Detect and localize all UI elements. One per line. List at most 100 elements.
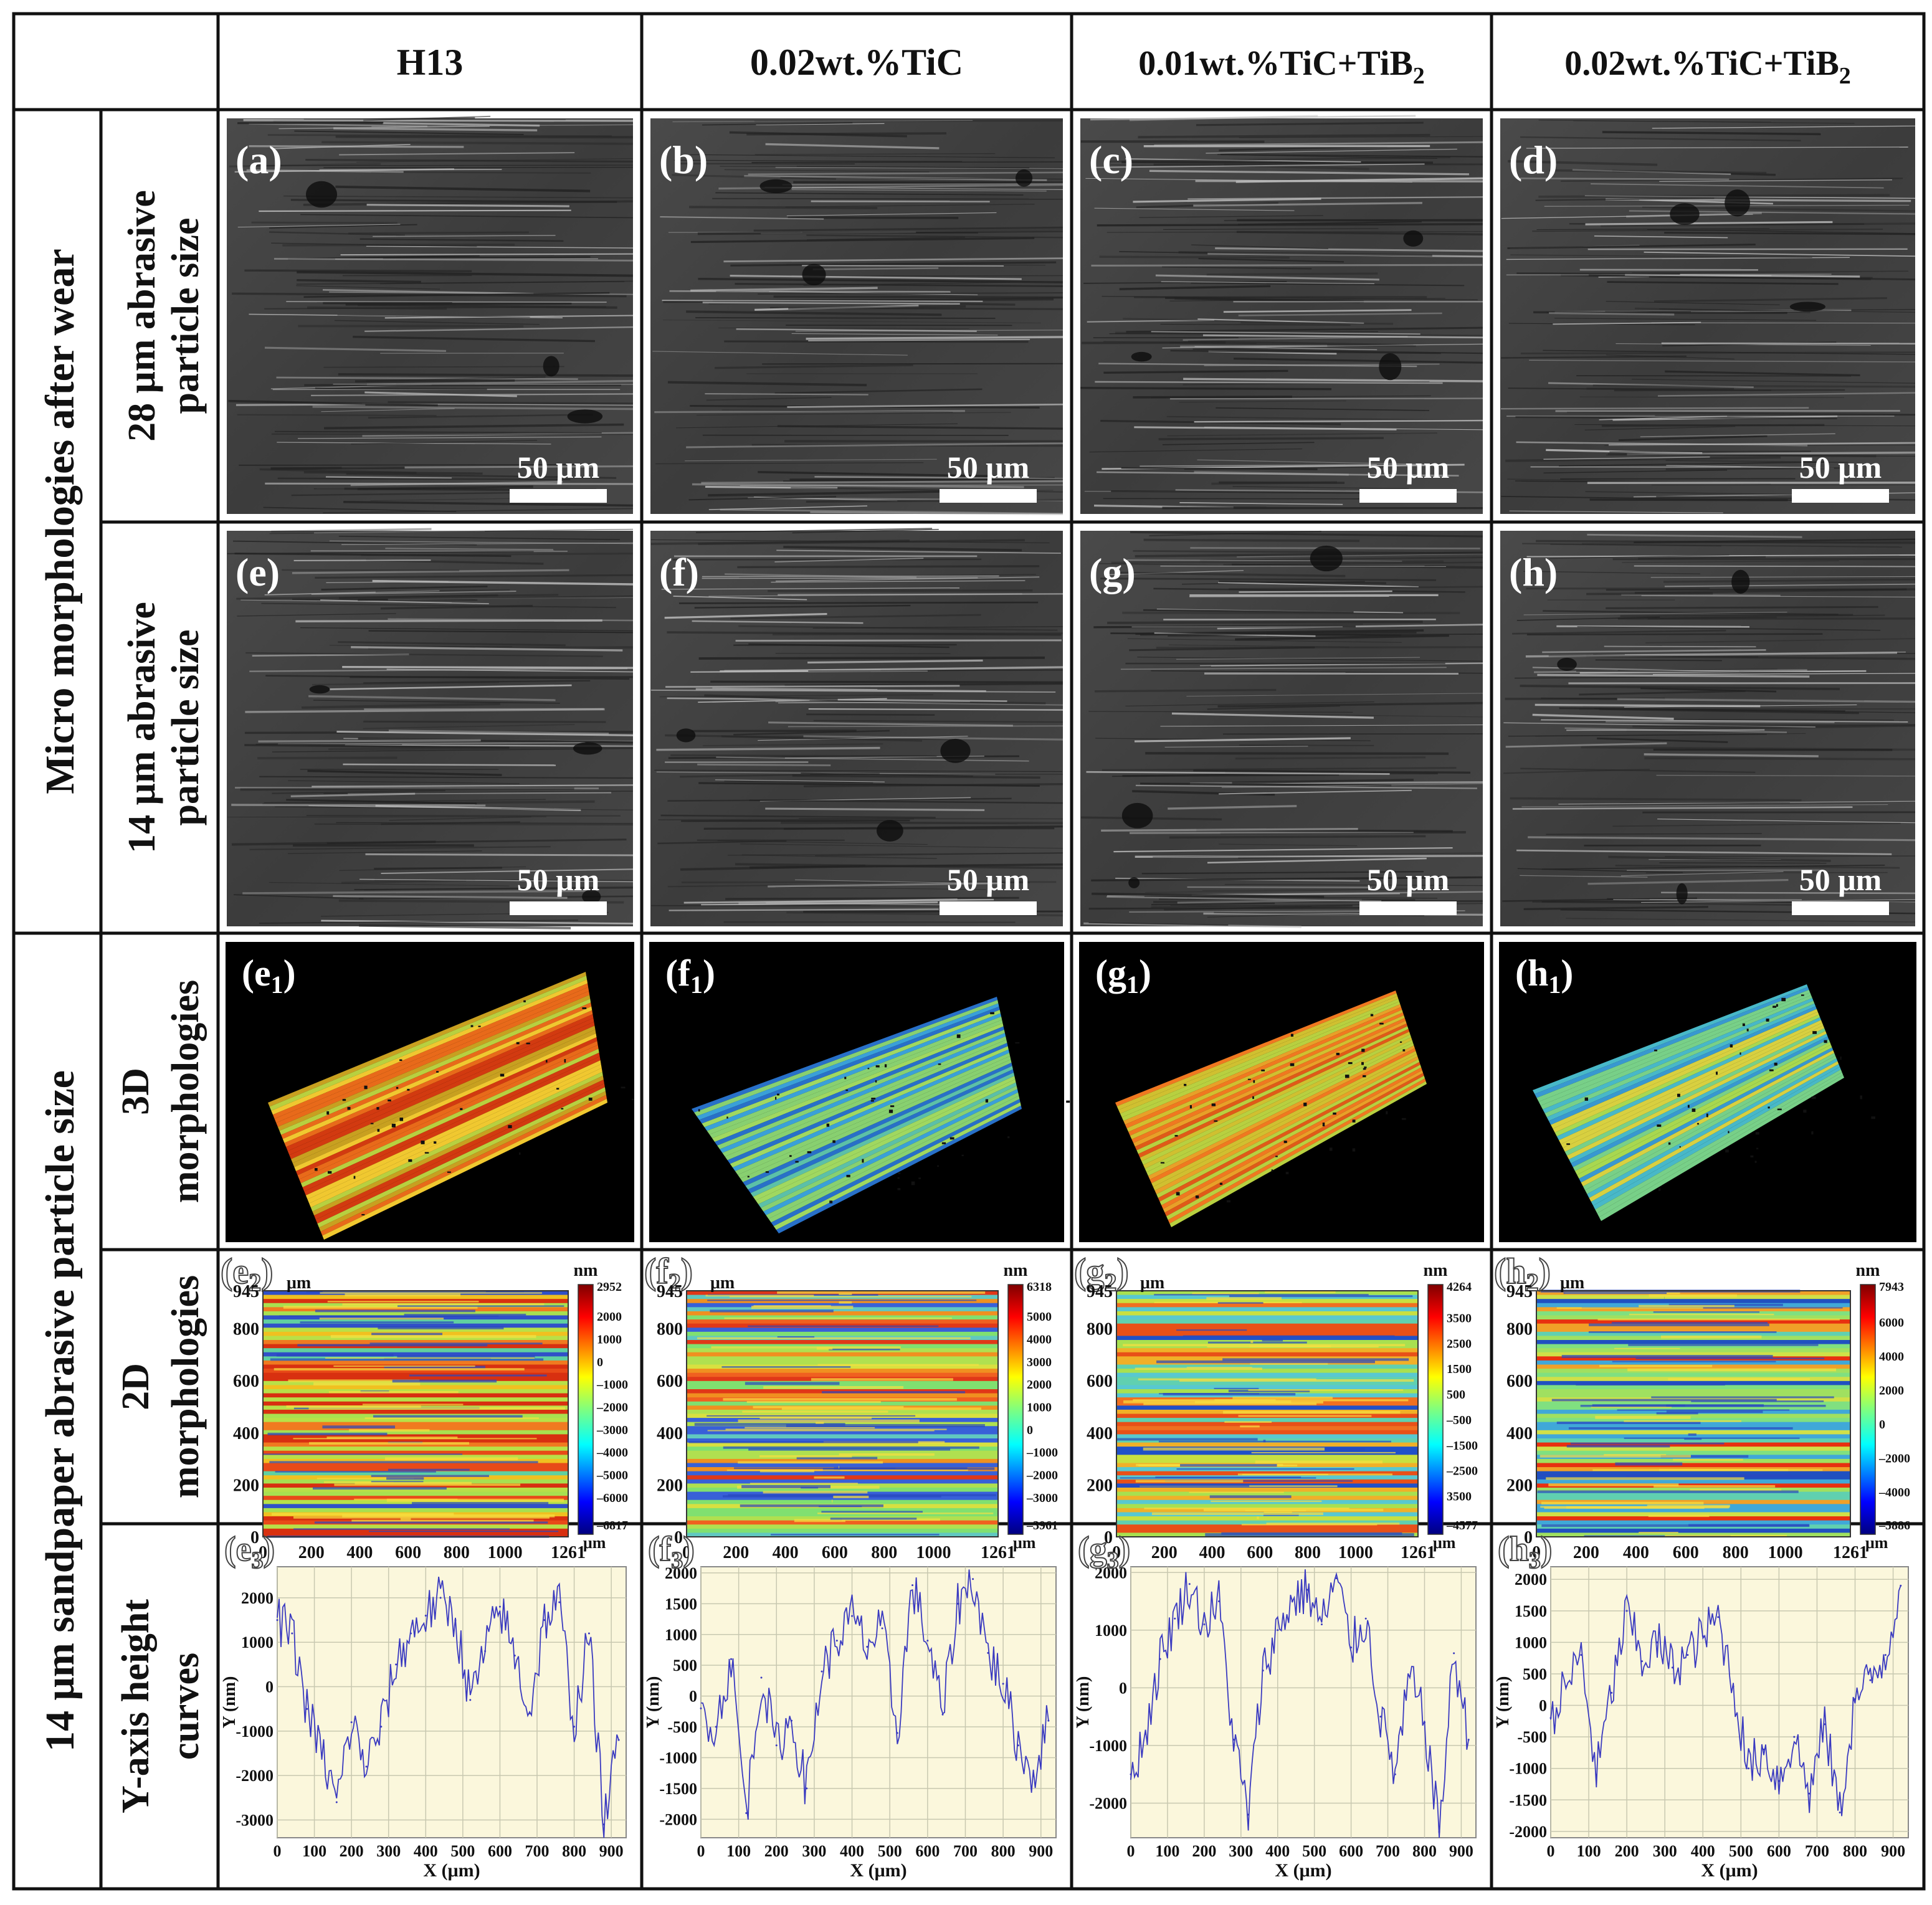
data-point bbox=[513, 1655, 516, 1657]
data-point bbox=[484, 1650, 487, 1652]
x-tick-label: 0 bbox=[1532, 1543, 1541, 1562]
data-point bbox=[1409, 1675, 1411, 1678]
y-tick-label: 600 bbox=[1506, 1372, 1533, 1391]
y-tick-label: 400 bbox=[1087, 1424, 1113, 1443]
2d-map-f: (f2) μm 0 200 400 600 800 945 0 200 400 600 800 1000 1… bbox=[644, 1250, 1058, 1562]
y-tick-label: -3000 bbox=[236, 1811, 274, 1829]
x-tick-label: 800 bbox=[1723, 1543, 1749, 1562]
data-point bbox=[469, 1699, 472, 1701]
colorbar-tick: –5000 bbox=[596, 1469, 628, 1483]
height-series-line bbox=[700, 1569, 1049, 1820]
data-point bbox=[291, 1632, 293, 1635]
colorbar-tick: –2000 bbox=[596, 1401, 628, 1415]
panel-label: (f3) bbox=[648, 1530, 695, 1574]
x-tick-label: 400 bbox=[1265, 1842, 1290, 1860]
colorbar-tick: –4000 bbox=[596, 1446, 628, 1460]
scale-bar: 50 μm bbox=[1359, 450, 1457, 503]
data-point bbox=[1291, 1600, 1293, 1603]
data-point bbox=[1884, 1654, 1887, 1656]
x-tick-label: 400 bbox=[1691, 1842, 1715, 1860]
x-tick-label: 800 bbox=[1412, 1842, 1437, 1860]
x-tick-label: 500 bbox=[1729, 1842, 1753, 1860]
height-curve-chart-3: 0 100 200 300 400 500 600 700 800 900 -2000 -1000 0 1… bbox=[1073, 1529, 1477, 1881]
svg-text:14 μm abrasive: 14 μm abrasive bbox=[121, 602, 163, 853]
data-point bbox=[1808, 1792, 1811, 1795]
panel-label: (g1) bbox=[1095, 952, 1151, 999]
y-tick-label: 600 bbox=[657, 1372, 683, 1391]
colorbar-bottom-unit: μm bbox=[1865, 1534, 1888, 1552]
3d-morphology-h: (h1) bbox=[1499, 942, 1916, 1242]
data-point bbox=[896, 1732, 898, 1734]
svg-text:50 μm: 50 μm bbox=[947, 450, 1030, 485]
panel-label: (f1) bbox=[665, 952, 715, 999]
colorbar-tick: –3000 bbox=[596, 1423, 628, 1437]
y-tick-label: 200 bbox=[233, 1476, 259, 1495]
colorbar-tick: 6000 bbox=[1879, 1316, 1904, 1329]
x-tick-label: 0 bbox=[697, 1842, 705, 1860]
panel-label: (g3) bbox=[1078, 1530, 1130, 1574]
colorbar-tick: –3000 bbox=[1026, 1491, 1058, 1505]
x-tick-label: 400 bbox=[414, 1842, 438, 1860]
colorbar-tick: 1000 bbox=[597, 1333, 622, 1347]
svg-text:50 μm: 50 μm bbox=[1799, 862, 1882, 897]
group-label-micro-morphologies: Micro morphologies after wear bbox=[37, 249, 83, 794]
y-tick-label: -2000 bbox=[659, 1810, 697, 1828]
data-point bbox=[1748, 1767, 1750, 1770]
y-tick-label: 0 bbox=[1539, 1697, 1547, 1715]
data-point bbox=[498, 1605, 501, 1608]
height-curve-panels: 0 100 200 300 400 500 600 700 800 900 -3000 -2000 -1… bbox=[220, 1529, 1909, 1881]
colorbar-tick: 0 bbox=[597, 1356, 603, 1369]
x-tick-label: 100 bbox=[1577, 1842, 1601, 1860]
svg-text:Y-axis height: Y-axis height bbox=[115, 1599, 157, 1813]
data-point bbox=[1717, 1616, 1720, 1618]
colorbar-tick: 1000 bbox=[1027, 1401, 1052, 1415]
sem-image-14um-3: (g) 50 μm bbox=[1080, 530, 1483, 928]
data-point bbox=[335, 1801, 338, 1803]
sem-image-28um-3: (c) 50 μm bbox=[1080, 115, 1483, 514]
colorbar-tick: –1500 bbox=[1446, 1439, 1478, 1453]
y-axis-label: Y (nm) bbox=[644, 1676, 663, 1729]
data-point bbox=[1564, 1685, 1567, 1688]
y-tick-label: 945 bbox=[657, 1282, 683, 1301]
data-point bbox=[1595, 1774, 1597, 1776]
panel-label: (h3) bbox=[1498, 1530, 1552, 1574]
data-point bbox=[1625, 1610, 1628, 1612]
x-tick-label: 200 bbox=[298, 1543, 325, 1562]
row-label-2d: 2D morphologies bbox=[115, 1275, 207, 1498]
data-point bbox=[1869, 1679, 1872, 1681]
x-tick-label: 500 bbox=[878, 1842, 902, 1860]
data-point bbox=[881, 1627, 883, 1630]
colorbar-tick: 3500 bbox=[1447, 1490, 1472, 1504]
svg-text:particle size: particle size bbox=[164, 217, 207, 414]
y-axis-label: Y (nm) bbox=[1073, 1676, 1093, 1729]
data-point bbox=[1611, 1691, 1613, 1694]
y-tick-label: 0 bbox=[674, 1528, 683, 1547]
panel-label: (e2) bbox=[221, 1251, 273, 1296]
panel-label: (g) bbox=[1089, 550, 1136, 594]
x-tick-label: 700 bbox=[1376, 1842, 1400, 1860]
y-tick-label: 1000 bbox=[1515, 1633, 1547, 1651]
x-tick-label: 1261 bbox=[981, 1543, 1016, 1562]
x-tick-label: 0 bbox=[1127, 1842, 1135, 1860]
x-tick-label: 0 bbox=[274, 1842, 282, 1860]
colorbar-tick: 0 bbox=[1879, 1418, 1885, 1432]
data-point bbox=[1364, 1617, 1367, 1620]
height-series-line bbox=[1130, 1569, 1470, 1838]
data-point bbox=[1130, 1773, 1132, 1775]
2d-map-panels: (e2) μm 0 200 400 600 800 945 0 200 400 600 800 1000 1… bbox=[220, 1250, 1910, 1562]
svg-text:28 μm abrasive: 28 μm abrasive bbox=[121, 190, 163, 442]
svg-text:morphologies: morphologies bbox=[164, 1275, 207, 1498]
data-point bbox=[1732, 1685, 1735, 1688]
x-tick-label: 0 bbox=[259, 1543, 267, 1562]
data-point bbox=[1438, 1831, 1440, 1833]
colorbar-tick: 2500 bbox=[1447, 1337, 1472, 1351]
data-point bbox=[1839, 1812, 1841, 1814]
x-tick-label: 600 bbox=[1339, 1842, 1363, 1860]
x-tick-label: 0 bbox=[1112, 1543, 1121, 1562]
colorbar-max: 4264 bbox=[1447, 1280, 1472, 1294]
data-point bbox=[760, 1676, 763, 1679]
data-point bbox=[1467, 1739, 1470, 1741]
y-tick-label: -1000 bbox=[1089, 1737, 1127, 1755]
panel-label: (g2) bbox=[1074, 1251, 1129, 1296]
x-tick-label: 600 bbox=[1247, 1543, 1273, 1562]
